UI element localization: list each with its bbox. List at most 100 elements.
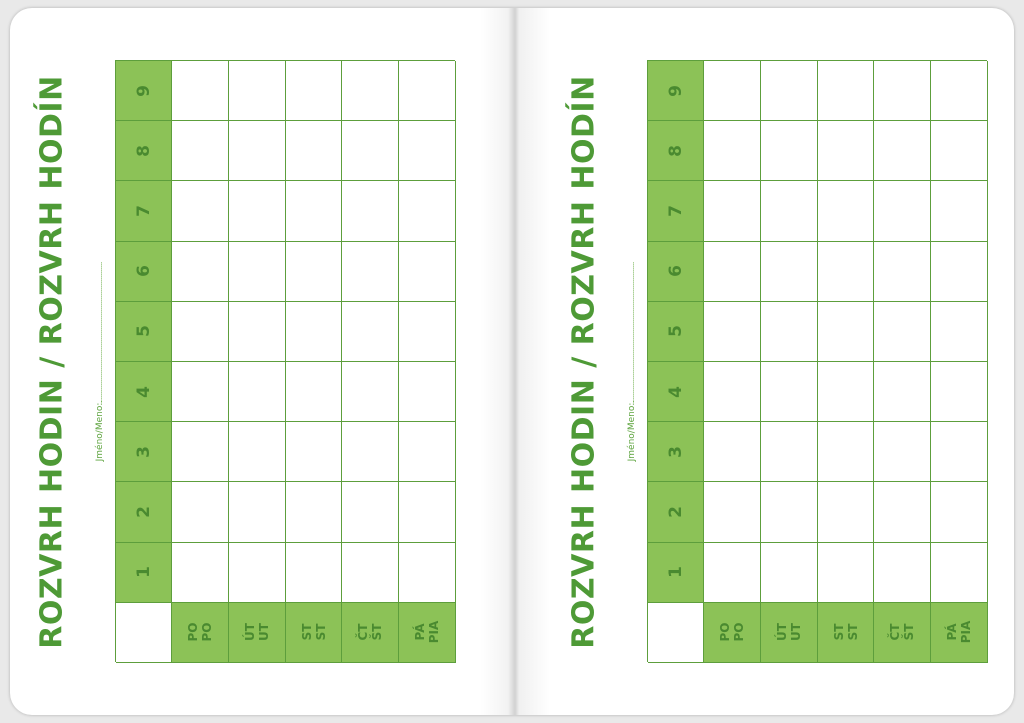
timetable-cell[interactable] [761, 61, 818, 122]
timetable-cell[interactable] [342, 181, 399, 242]
timetable-cell[interactable] [704, 121, 761, 182]
timetable-cell[interactable] [229, 241, 286, 302]
timetable-cell[interactable] [874, 542, 931, 603]
timetable-cell[interactable] [874, 181, 931, 242]
timetable-cell[interactable] [931, 181, 988, 242]
timetable-cell[interactable] [931, 482, 988, 543]
day-label: ST ST [832, 624, 860, 641]
timetable-cell[interactable] [172, 241, 229, 302]
timetable-cell[interactable] [818, 422, 874, 483]
timetable-cell[interactable] [399, 542, 456, 603]
timetable-cell[interactable] [286, 482, 342, 543]
name-field[interactable]: Jméno/Meno: [95, 262, 105, 461]
timetable-cell[interactable] [818, 181, 874, 242]
timetable-cell[interactable] [818, 482, 874, 543]
timetable-cell[interactable] [172, 422, 229, 483]
day-label: PÁ PIA [945, 621, 973, 644]
name-dotted-line[interactable] [633, 262, 634, 403]
timetable-cell[interactable] [399, 301, 456, 362]
timetable-cell[interactable] [286, 301, 342, 362]
timetable-cell[interactable] [874, 121, 931, 182]
timetable-cell[interactable] [229, 422, 286, 483]
timetable-cell[interactable] [874, 241, 931, 302]
timetable-cell[interactable] [229, 482, 286, 543]
timetable-cell[interactable] [286, 241, 342, 302]
timetable-cell[interactable] [874, 422, 931, 483]
timetable-cell[interactable] [342, 301, 399, 362]
timetable-cell[interactable] [818, 241, 874, 302]
timetable-cell[interactable] [761, 542, 818, 603]
timetable-cell[interactable] [874, 362, 931, 423]
timetable-cell[interactable] [229, 61, 286, 122]
timetable-cell[interactable] [931, 362, 988, 423]
timetable-cell[interactable] [931, 422, 988, 483]
timetable-cell[interactable] [286, 181, 342, 242]
timetable-cell[interactable] [342, 241, 399, 302]
timetable-cell[interactable] [874, 301, 931, 362]
timetable-cell[interactable] [931, 241, 988, 302]
timetable-cell[interactable] [761, 241, 818, 302]
timetable-cell[interactable] [761, 181, 818, 242]
timetable-cell[interactable] [286, 422, 342, 483]
timetable-cell[interactable] [342, 61, 399, 122]
timetable-cell[interactable] [172, 181, 229, 242]
timetable-cell[interactable] [399, 241, 456, 302]
name-dotted-line[interactable] [101, 262, 102, 403]
timetable-cell[interactable] [931, 542, 988, 603]
timetable-cell[interactable] [286, 542, 342, 603]
timetable-cell[interactable] [761, 301, 818, 362]
timetable-cell[interactable] [399, 121, 456, 182]
timetable-cell[interactable] [342, 422, 399, 483]
timetable-cell[interactable] [229, 542, 286, 603]
timetable-cell[interactable] [704, 482, 761, 543]
timetable-cell[interactable] [229, 181, 286, 242]
timetable-cell[interactable] [286, 61, 342, 122]
timetable-cell[interactable] [399, 362, 456, 423]
timetable-cell[interactable] [172, 482, 229, 543]
timetable-cell[interactable] [704, 422, 761, 483]
timetable-cell[interactable] [399, 422, 456, 483]
timetable-cell[interactable] [399, 61, 456, 122]
timetable-cell[interactable] [818, 121, 874, 182]
timetable-cell[interactable] [874, 61, 931, 122]
timetable-cell[interactable] [931, 301, 988, 362]
timetable-cell[interactable] [818, 362, 874, 423]
timetable-cell[interactable] [818, 542, 874, 603]
timetable-cell[interactable] [342, 362, 399, 423]
timetable-cell[interactable] [874, 482, 931, 543]
period-number: 7 [665, 205, 686, 217]
timetable-cell[interactable] [931, 121, 988, 182]
timetable-cell[interactable] [761, 482, 818, 543]
timetable-cell[interactable] [342, 542, 399, 603]
timetable-cell[interactable] [399, 181, 456, 242]
timetable-cell[interactable] [229, 301, 286, 362]
day-header-cell: ST ST [818, 602, 874, 663]
timetable-cell[interactable] [704, 542, 761, 603]
timetable-cell[interactable] [229, 362, 286, 423]
timetable-cell[interactable] [172, 61, 229, 122]
timetable-cell[interactable] [342, 121, 399, 182]
timetable-cell[interactable] [818, 301, 874, 362]
timetable-cell[interactable] [342, 482, 399, 543]
timetable-cell[interactable] [704, 61, 761, 122]
timetable-cell[interactable] [704, 241, 761, 302]
timetable-cell[interactable] [704, 301, 761, 362]
timetable-cell[interactable] [286, 362, 342, 423]
timetable-cell[interactable] [704, 362, 761, 423]
timetable-cell[interactable] [704, 181, 761, 242]
timetable-cell[interactable] [229, 121, 286, 182]
timetable-cell[interactable] [761, 362, 818, 423]
timetable-cell[interactable] [172, 301, 229, 362]
timetable-cell[interactable] [761, 121, 818, 182]
timetable-cell[interactable] [172, 362, 229, 423]
timetable-cell[interactable] [818, 61, 874, 122]
timetable-cell[interactable] [761, 422, 818, 483]
corner-cell [116, 602, 172, 663]
period-cell: 8 [116, 121, 172, 182]
name-field[interactable]: Jméno/Meno: [627, 262, 637, 461]
timetable-cell[interactable] [172, 121, 229, 182]
timetable-cell[interactable] [931, 61, 988, 122]
timetable-cell[interactable] [399, 482, 456, 543]
timetable-cell[interactable] [286, 121, 342, 182]
timetable-cell[interactable] [172, 542, 229, 603]
